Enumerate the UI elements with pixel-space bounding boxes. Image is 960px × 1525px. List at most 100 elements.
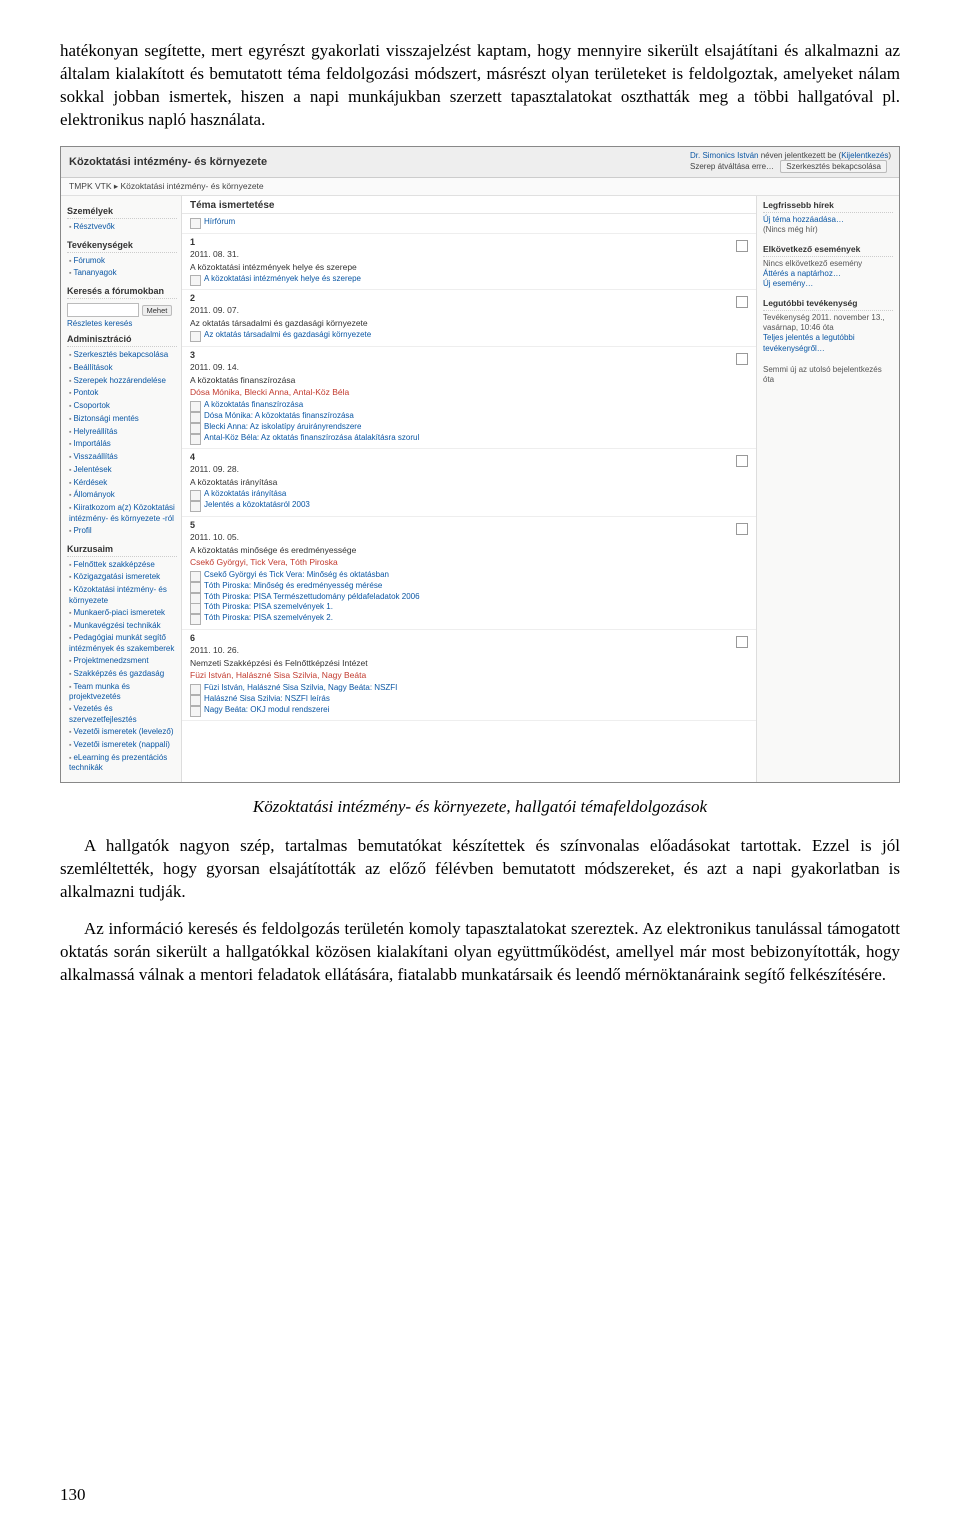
recent-report-link[interactable]: Teljes jelentés a legutóbbi tevékenységr… xyxy=(763,333,855,352)
recent-date: Tevékenység 2011. november 13., vasárnap… xyxy=(763,313,885,332)
resource-link[interactable]: Tóth Piroska: Minőség és eredményesség m… xyxy=(190,581,748,592)
section-number: 1 xyxy=(190,237,748,247)
courses-block-title: Kurzusaim xyxy=(67,544,177,557)
section-checkbox[interactable] xyxy=(736,296,748,308)
sidebar-item[interactable]: Visszaállítás xyxy=(67,451,177,464)
sidebar-item[interactable]: Közigazgatási ismeretek xyxy=(67,571,177,584)
shot-title: Közoktatási intézmény- és környezete xyxy=(69,156,267,168)
sidebar-item[interactable]: Tananyagok xyxy=(67,267,177,280)
calendar-link[interactable]: Áttérés a naptárhoz… xyxy=(763,269,841,278)
sidebar-item[interactable]: Szakképzés és gazdaság xyxy=(67,668,177,681)
section-number: 6 xyxy=(190,633,748,643)
section-date: 2011. 09. 28. xyxy=(190,464,748,474)
sidebar-item[interactable]: Team munka és projektvezetés xyxy=(67,681,177,704)
edit-toggle-button[interactable]: Szerkesztés bekapcsolása xyxy=(780,160,887,173)
section-topic: Az oktatás társadalmi és gazdasági körny… xyxy=(190,318,748,328)
sidebar-item[interactable]: Beállítások xyxy=(67,362,177,375)
resource-link[interactable]: Antal-Köz Béla: Az oktatás finanszírozás… xyxy=(190,433,748,444)
sidebar-item[interactable]: Importálás xyxy=(67,438,177,451)
forum-search-input[interactable] xyxy=(67,303,139,317)
section-date: 2011. 10. 05. xyxy=(190,532,748,542)
section-topic: A közoktatás irányítása xyxy=(190,477,748,487)
resource-link[interactable]: Az oktatás társadalmi és gazdasági körny… xyxy=(190,330,748,341)
section-checkbox[interactable] xyxy=(736,240,748,252)
course-section: 52011. 10. 05.A közoktatás minősége és e… xyxy=(182,517,756,630)
section-date: 2011. 08. 31. xyxy=(190,249,748,259)
role-switch-label: Szerep átváltása erre… xyxy=(690,162,774,171)
news-block-title: Legfrissebb hírek xyxy=(763,200,893,213)
sidebar-item[interactable]: Felnőttek szakképzése xyxy=(67,559,177,572)
course-section: 3 2011. 09. 14. A közoktatás finanszírozás… xyxy=(182,347,756,449)
sidebar-item[interactable]: Vezetői ismeretek (nappali) xyxy=(67,739,177,752)
page-number: 130 xyxy=(60,1485,86,1505)
section-date: 2011. 10. 26. xyxy=(190,645,748,655)
resource-link[interactable]: Nagy Beáta: OKJ modul rendszerei xyxy=(190,705,748,716)
shot-header-right: Dr. Simonics István néven jelentkezett b… xyxy=(690,151,891,173)
sidebar-item[interactable]: Biztonsági mentés xyxy=(67,413,177,426)
sidebar-item[interactable]: Csoportok xyxy=(67,400,177,413)
section-topic: A közoktatás minősége és eredményessége xyxy=(190,545,748,555)
sidebar-item[interactable]: Állományok xyxy=(67,489,177,502)
resource-link[interactable]: Jelentés a közoktatásról 2003 xyxy=(190,500,748,511)
section-authors: Dósa Mónika, Blecki Anna, Antal-Köz Béla xyxy=(190,387,748,397)
sidebar-item[interactable]: Profil xyxy=(67,525,177,538)
section-checkbox[interactable] xyxy=(736,523,748,535)
resource-link[interactable]: Füzi István, Halászné Sisa Szilvia, Nagy… xyxy=(190,683,748,694)
activities-block-title: Tevékenységek xyxy=(67,240,177,253)
section-date: 2011. 09. 14. xyxy=(190,362,748,372)
sidebar-item[interactable]: Kérdések xyxy=(67,477,177,490)
search-go-button[interactable]: Mehet xyxy=(142,305,173,316)
paragraph-3: Az információ keresés és feldolgozás ter… xyxy=(60,918,900,987)
news-empty: (Nincs még hír) xyxy=(763,225,818,234)
sidebar-item[interactable]: Szerepek hozzárendelése xyxy=(67,375,177,388)
sidebar-item[interactable]: Pedagógiai munkát segítő intézmények és … xyxy=(67,632,177,655)
section-number: 4 xyxy=(190,452,748,462)
sidebar-item[interactable]: Munkavégzési technikák xyxy=(67,620,177,633)
section-checkbox[interactable] xyxy=(736,636,748,648)
section-authors: Csekő Györgyi, Tick Vera, Tóth Piroska xyxy=(190,557,748,567)
right-sidebar: Legfrissebb hírek Új téma hozzáadása…(Ni… xyxy=(756,196,899,783)
left-sidebar: Személyek Résztvevők Tevékenységek Fórum… xyxy=(61,196,182,783)
recent-empty: Semmi új az utolsó bejelentkezés óta xyxy=(763,365,882,384)
resource-link[interactable]: Csekő Györgyi és Tick Vera: Minőség és o… xyxy=(190,570,748,581)
section-topic: A közoktatási intézmények helye és szere… xyxy=(190,262,748,272)
sidebar-item[interactable]: Résztvevők xyxy=(67,221,177,234)
news-forum-link[interactable]: Hírfórum xyxy=(190,217,748,228)
sidebar-item[interactable]: Kiiratkozom a(z) Közoktatási intézmény- … xyxy=(67,502,177,525)
sidebar-item[interactable]: Közoktatási intézmény- és környezete xyxy=(67,584,177,607)
shot-header: Közoktatási intézmény- és környezete Dr.… xyxy=(61,147,899,178)
section-checkbox[interactable] xyxy=(736,455,748,467)
sidebar-item[interactable]: Jelentések xyxy=(67,464,177,477)
recent-block-title: Legutóbbi tevékenység xyxy=(763,298,893,311)
sidebar-item[interactable]: Projektmenedzsment xyxy=(67,655,177,668)
section-number: 3 xyxy=(190,350,748,360)
people-block-title: Személyek xyxy=(67,206,177,219)
resource-link[interactable]: Blecki Anna: Az iskolatípy áruirányrends… xyxy=(190,422,748,433)
resource-link[interactable]: Tóth Piroska: PISA szemelvények 2. xyxy=(190,613,748,624)
sidebar-item[interactable]: Munkaerő-piaci ismeretek xyxy=(67,607,177,620)
advanced-search-link[interactable]: Részletes keresés xyxy=(67,319,132,328)
add-topic-link[interactable]: Új téma hozzáadása… xyxy=(763,215,844,224)
sidebar-item[interactable]: Pontok xyxy=(67,387,177,400)
section-checkbox[interactable] xyxy=(736,353,748,365)
resource-link[interactable]: A közoktatási intézmények helye és szere… xyxy=(190,274,748,285)
resource-link[interactable]: A közoktatás irányítása xyxy=(190,489,748,500)
main-content: Téma ismertetése Hírfórum 12011. 08. 31.… xyxy=(182,196,756,783)
sidebar-item[interactable]: eLearning és prezentációs technikák xyxy=(67,752,177,775)
resource-link[interactable]: Tóth Piroska: PISA Természettudomány pél… xyxy=(190,592,748,603)
sidebar-item[interactable]: Helyreállítás xyxy=(67,426,177,439)
sidebar-item[interactable]: Szerkesztés bekapcsolása xyxy=(67,349,177,362)
sidebar-item[interactable]: Vezetés és szervezetfejlesztés xyxy=(67,703,177,726)
sidebar-item[interactable]: Vezetői ismeretek (levelező) xyxy=(67,726,177,739)
figure-caption: Közoktatási intézmény- és környezete, ha… xyxy=(60,797,900,817)
resource-link[interactable]: Dósa Mónika: A közoktatás finanszírozása xyxy=(190,411,748,422)
section-date: 2011. 09. 07. xyxy=(190,305,748,315)
logout-link[interactable]: Kijelentkezés xyxy=(841,151,888,160)
sidebar-item[interactable]: Fórumok xyxy=(67,255,177,268)
lms-screenshot: Közoktatási intézmény- és környezete Dr.… xyxy=(60,146,900,784)
new-event-link[interactable]: Új esemény… xyxy=(763,279,813,288)
resource-link[interactable]: Tóth Piroska: PISA szemelvények 1. xyxy=(190,602,748,613)
resource-link[interactable]: Halászné Sisa Szilvia: NSZFI leírás xyxy=(190,694,748,705)
paragraph-2: A hallgatók nagyon szép, tartalmas bemut… xyxy=(60,835,900,904)
resource-link[interactable]: A közoktatás finanszírozása xyxy=(190,400,748,411)
